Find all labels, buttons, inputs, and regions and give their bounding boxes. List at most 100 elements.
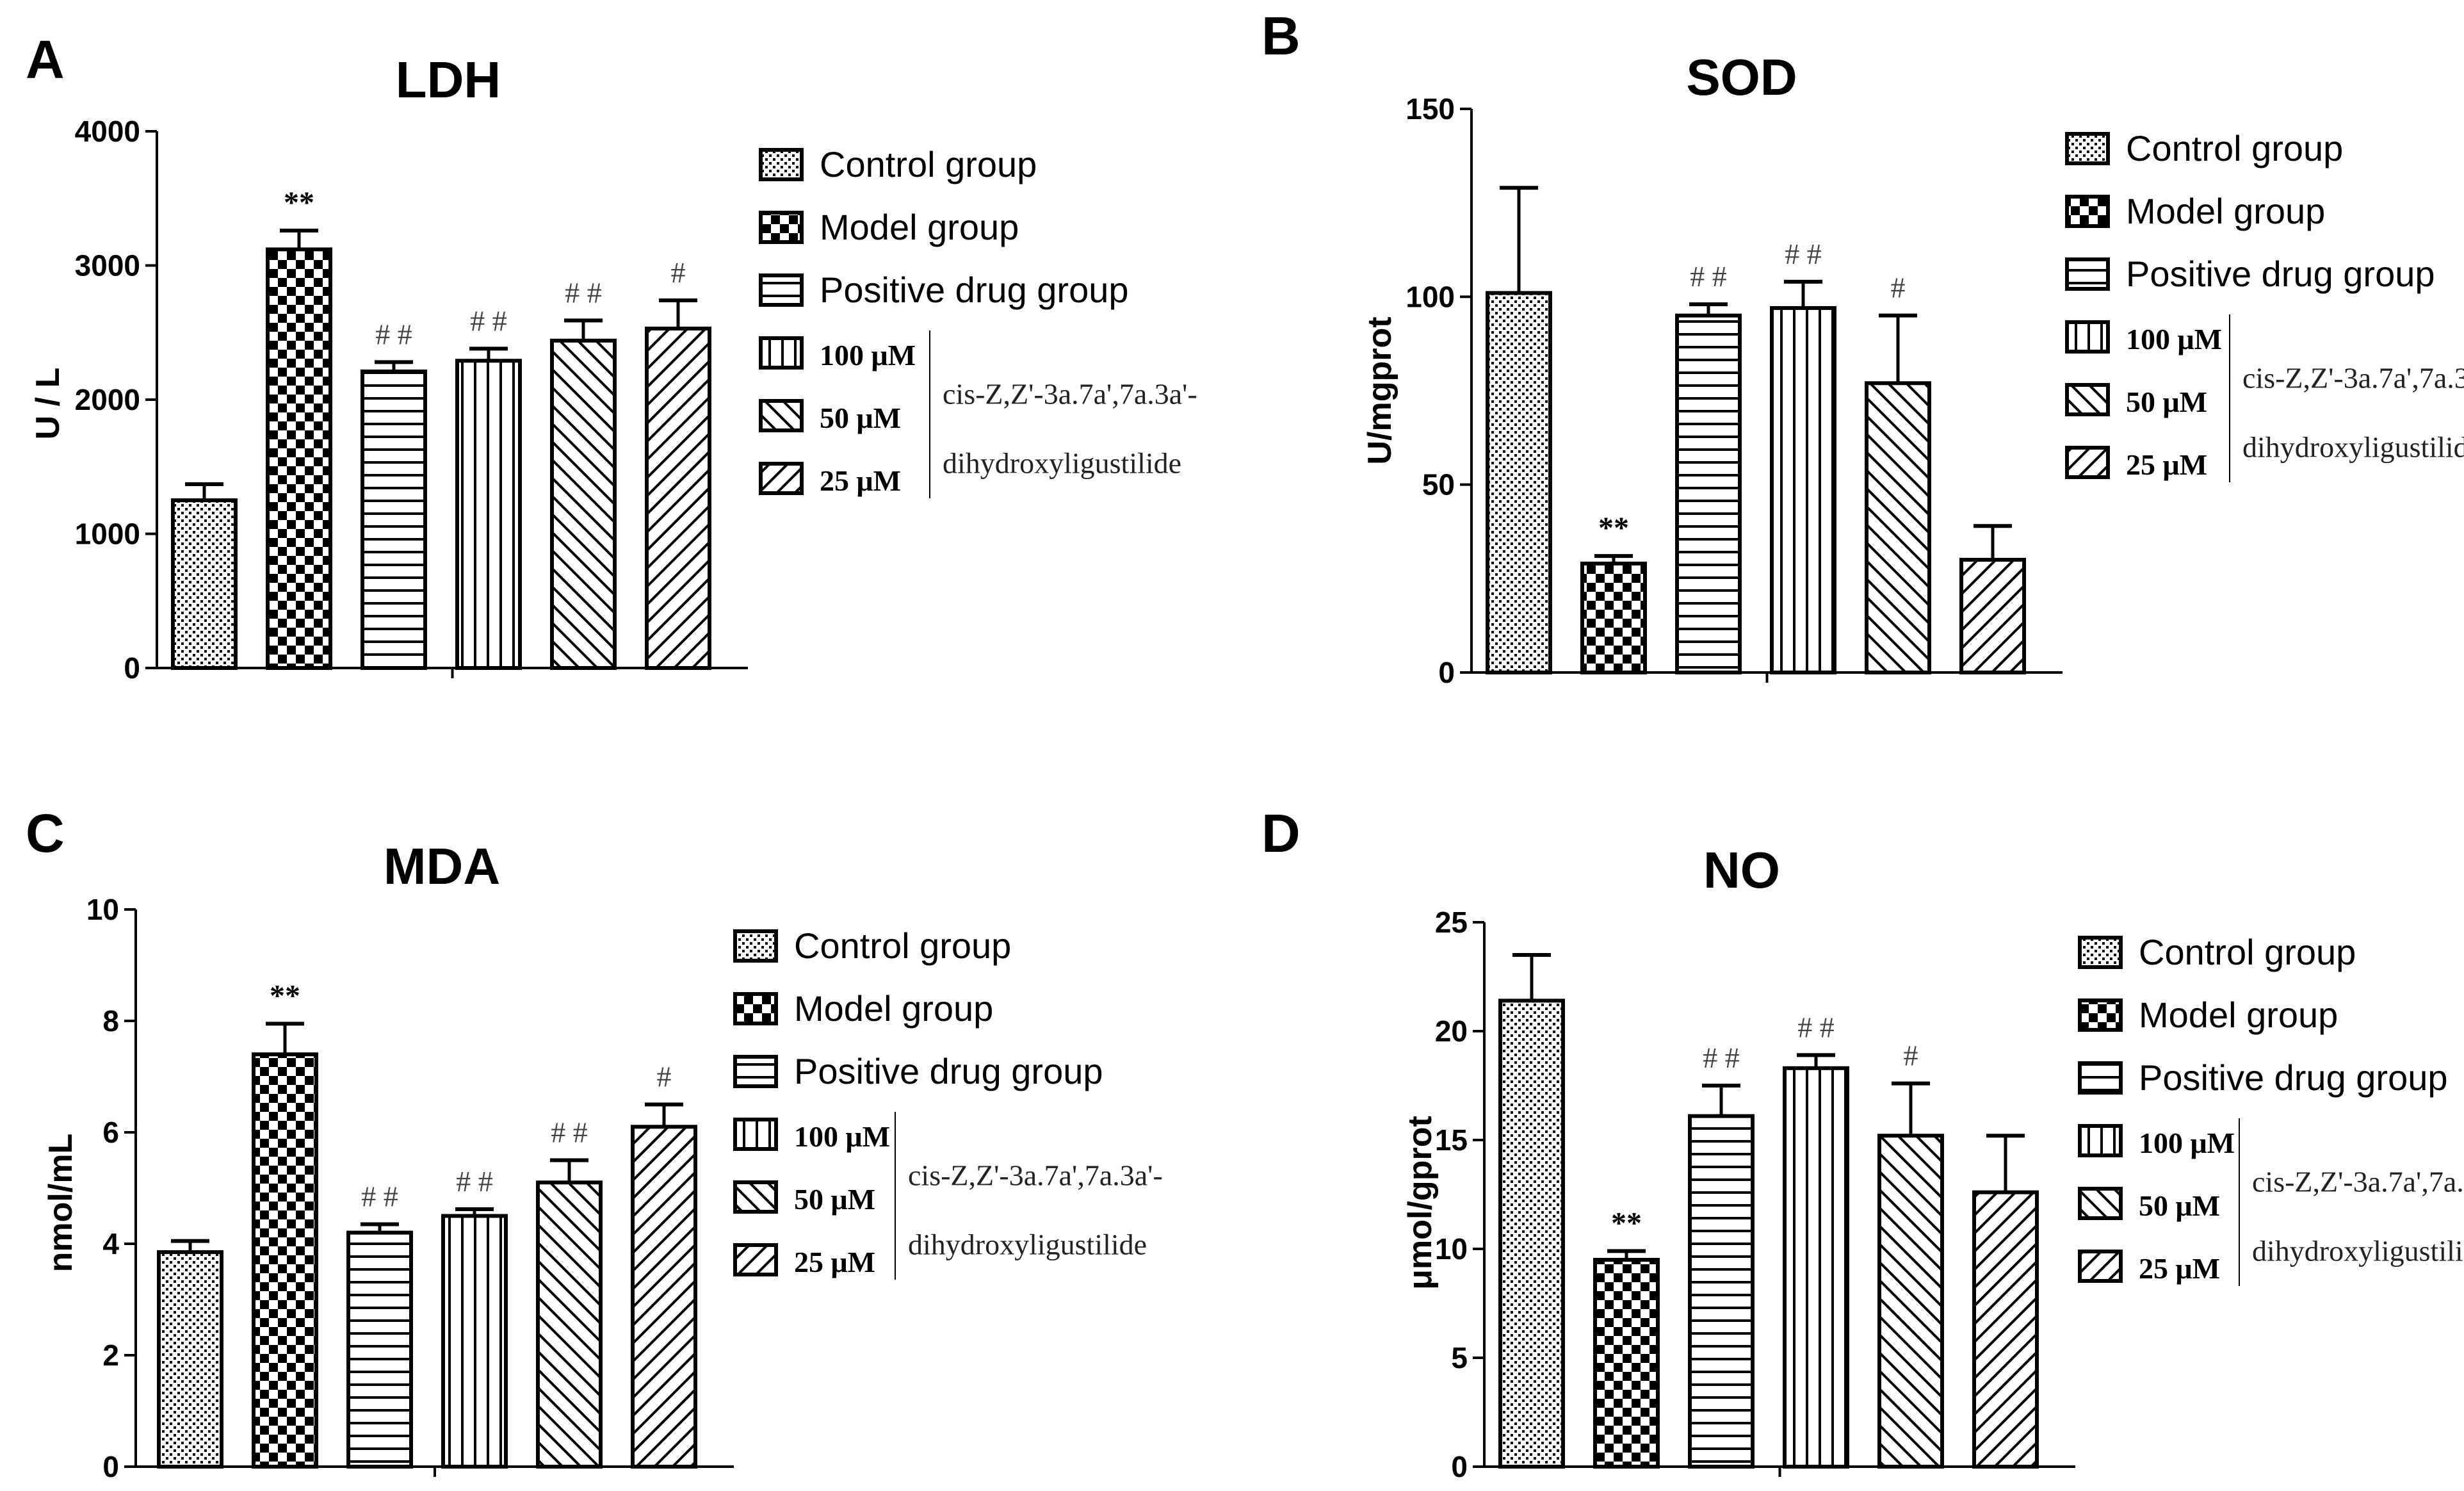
- significance-mark: # #: [565, 276, 602, 309]
- panel-letter: B: [1261, 6, 1301, 66]
- legend-label: 100 μM: [2126, 323, 2222, 355]
- legend-label: Positive drug group: [2139, 1057, 2448, 1098]
- legend-swatch: [2078, 936, 2123, 969]
- legend-swatch: [759, 399, 804, 432]
- y-axis-label: nmol/mL: [42, 1134, 79, 1273]
- legend-label: Model group: [2139, 995, 2338, 1035]
- bar-4: [1770, 306, 1836, 674]
- bar-5: [1877, 1134, 1944, 1469]
- legend-label: 25 μM: [820, 464, 901, 497]
- panel-letter: D: [1261, 803, 1301, 863]
- bar-3: [361, 370, 427, 670]
- y-tick-label: 4: [102, 1227, 119, 1260]
- bar-5: [536, 1180, 603, 1469]
- y-tick-label: 0: [1438, 656, 1455, 689]
- legend-label: 100 μM: [820, 339, 916, 371]
- bar-1: [1486, 291, 1552, 674]
- significance-mark: # #: [1785, 238, 1822, 270]
- compound-label-line1: cis-Z,Z'-3a.7a',7a.3a'-: [943, 378, 1197, 411]
- y-tick-label: 10: [1435, 1232, 1468, 1266]
- legend-label: 50 μM: [820, 402, 901, 434]
- bar-2: [1580, 561, 1647, 674]
- legend-label: 50 μM: [2139, 1189, 2220, 1222]
- legend-swatch: [2078, 1061, 2123, 1095]
- legend-swatch: [733, 929, 778, 963]
- panel-letter: A: [26, 29, 65, 90]
- significance-mark: # #: [551, 1116, 588, 1149]
- significance-mark: #: [671, 256, 686, 289]
- bar-1: [157, 1250, 223, 1469]
- legend-label: Model group: [820, 207, 1019, 247]
- legend-swatch: [733, 1118, 778, 1151]
- bar-3: [1688, 1114, 1755, 1469]
- chart-title: MDA: [384, 838, 500, 895]
- legend-label: Control group: [820, 144, 1037, 184]
- legend-label: Control group: [2126, 128, 2343, 168]
- bar-3: [1675, 313, 1742, 674]
- chart-title: SOD: [1686, 49, 1797, 106]
- y-axis-label: μmol/gprot: [1402, 1116, 1439, 1290]
- y-tick-label: 10: [86, 893, 119, 926]
- legend-label: Control group: [794, 925, 1011, 966]
- chart-panel-d: D NO μmol/gprot 0 5 10 15 20 25 ** # # # # # Control …: [1261, 803, 2464, 1483]
- y-tick-label: 0: [1451, 1450, 1468, 1483]
- bar-4: [441, 1214, 508, 1469]
- y-tick-label: 25: [1435, 906, 1468, 939]
- bar-6: [1972, 1190, 2039, 1469]
- bar-5: [550, 338, 617, 670]
- legend-swatch: [759, 211, 804, 244]
- bar-6: [631, 1125, 697, 1469]
- bar-2: [266, 247, 332, 670]
- compound-label-line2: dihydroxyligustilide: [943, 447, 1181, 480]
- y-tick-label: 3000: [75, 249, 140, 282]
- significance-mark: #: [1904, 1039, 1918, 1072]
- y-tick-label: 20: [1435, 1014, 1468, 1048]
- compound-label-line1: cis-Z,Z'-3a.7a',7a.3a'-: [908, 1159, 1163, 1192]
- y-tick-label: 100: [1406, 280, 1455, 313]
- bar-6: [645, 326, 711, 670]
- legend-swatch: [2065, 195, 2110, 228]
- compound-label-line1: cis-Z,Z'-3a.7a',7a.3a'-: [2252, 1166, 2464, 1198]
- legend-label: Model group: [2126, 191, 2325, 231]
- legend-label: 25 μM: [2126, 448, 2207, 481]
- legend-label: 50 μM: [2126, 386, 2207, 418]
- y-axis-label: U / L: [29, 368, 67, 440]
- legend-swatch: [733, 1055, 778, 1088]
- significance-mark: # #: [470, 304, 507, 337]
- significance-mark: **: [1598, 511, 1629, 545]
- significance-mark: # #: [456, 1165, 493, 1198]
- legend-label: Control group: [2139, 932, 2356, 972]
- bar-1: [1498, 998, 1565, 1469]
- legend-swatch: [2065, 446, 2110, 479]
- legend-swatch: [733, 1180, 778, 1214]
- bar-2: [252, 1052, 318, 1469]
- y-tick-label: 0: [124, 651, 140, 685]
- y-tick-label: 15: [1435, 1123, 1468, 1157]
- legend-swatch: [2078, 998, 2123, 1032]
- legend-swatch: [2078, 1187, 2123, 1220]
- legend-label: 100 μM: [2139, 1127, 2235, 1159]
- legend-swatch: [2065, 132, 2110, 165]
- bar-2: [1593, 1258, 1660, 1469]
- y-tick-label: 150: [1406, 92, 1455, 126]
- y-tick-label: 4000: [75, 115, 140, 148]
- significance-mark: # #: [375, 318, 412, 350]
- compound-label-line1: cis-Z,Z'-3a.7a',7a.3a'-: [2242, 362, 2464, 395]
- y-tick-label: 5: [1451, 1341, 1468, 1374]
- compound-label-line2: dihydroxyligustilide: [2252, 1235, 2464, 1267]
- legend-label: Model group: [794, 988, 993, 1029]
- significance-mark: # #: [1690, 260, 1727, 293]
- significance-mark: # #: [361, 1180, 398, 1213]
- significance-mark: # #: [1703, 1041, 1740, 1074]
- bar-3: [346, 1230, 413, 1469]
- bar-4: [1783, 1066, 1849, 1469]
- legend-swatch: [2078, 1124, 2123, 1157]
- legend-swatch: [2065, 320, 2110, 354]
- legend-swatch: [2065, 383, 2110, 416]
- bar-6: [1959, 558, 2026, 674]
- significance-mark: **: [270, 979, 300, 1013]
- chart-title: NO: [1703, 842, 1780, 899]
- legend-label: Positive drug group: [820, 270, 1129, 310]
- legend-swatch: [759, 273, 804, 307]
